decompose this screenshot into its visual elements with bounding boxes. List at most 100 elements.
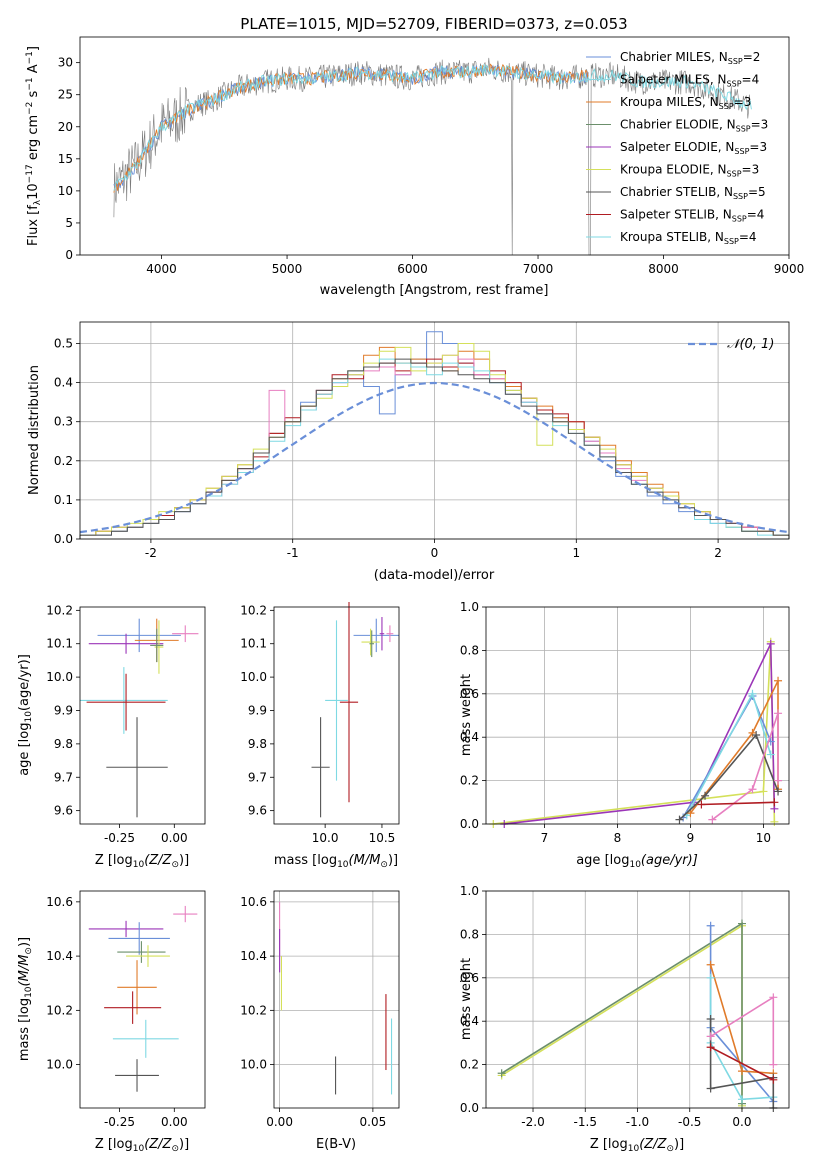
x-tick-label: 7 <box>541 831 549 845</box>
x-tick-label: 1 <box>572 546 580 560</box>
y-tick-label: 10.2 <box>240 603 267 617</box>
age-vs-mass-panel: 10.0 10.5 9.6 9.7 9.8 9.9 10.0 10.1 10.2 mass [… <box>240 601 400 870</box>
model-spectrum-kroupa_stelib <box>113 64 752 191</box>
weight-marker-salpeter_stelib <box>770 798 779 807</box>
weight-line-chabrier_stelib <box>678 733 779 821</box>
x-tick-label: -2 <box>145 546 157 560</box>
spectrum-plot-area <box>113 57 752 256</box>
weight-marker-chabrier_elodie <box>497 1069 506 1078</box>
age-vs-mass-x-ticks: 10.0 10.5 <box>312 824 395 845</box>
age-vs-Z-plot-area <box>80 618 199 818</box>
massweight-vs-Z-x-label: Z [log10(Z/Z⊙)] <box>590 1137 684 1154</box>
y-tick-label: 10.0 <box>240 1058 267 1072</box>
x-tick-label: 8 <box>614 831 622 845</box>
weight-marker-pink <box>769 993 778 1002</box>
x-tick-label: 0.05 <box>360 1115 387 1129</box>
y-tick-label: 10.6 <box>46 895 73 909</box>
x-tick-label: 9 <box>687 831 695 845</box>
y-tick-label: 9.8 <box>248 737 267 751</box>
massweight-vs-Z-plot-area <box>497 919 778 1112</box>
weight-marker-kroupa_miles <box>737 1067 746 1076</box>
weight-marker-chabrier_stelib <box>675 815 684 824</box>
weight-marker-chabrier_stelib <box>706 1015 715 1024</box>
y-tick-label: 10.0 <box>240 670 267 684</box>
weight-line-kroupa_stelib <box>709 977 774 1101</box>
x-tick-label: 0.00 <box>266 1115 293 1129</box>
residuals-y-label: Normed distribution <box>27 365 42 495</box>
mass-vs-Z-axes-frame <box>79 890 206 1109</box>
x-tick-label: 0.00 <box>161 1115 188 1129</box>
y-tick-label: 0.4 <box>460 730 479 744</box>
spectrum-legend: Chabrier MILES, NSSP=2 Salpeter MILES, NS… <box>586 50 768 246</box>
massweight-vs-Z-y-label: mass weight <box>459 958 474 1040</box>
x-tick-label: 6000 <box>397 262 428 276</box>
y-tick-label: 10.2 <box>240 1003 267 1017</box>
age-vs-mass-y-ticks: 9.6 9.7 9.8 9.9 10.0 10.1 10.2 <box>240 603 274 818</box>
y-tick-label: 10.0 <box>46 670 73 684</box>
y-tick-label: 10.4 <box>46 949 73 963</box>
massweight-vs-Z-panel: -2.0 -1.5 -1.0 -0.5 0.0 0.0 0.2 0.4 0.6 0.8 1.0 Z… <box>459 884 790 1154</box>
histogram-step-chabrier_stelib <box>79 358 790 539</box>
y-tick-label: 9.8 <box>54 737 73 751</box>
mass-vs-Z-x-label: Z [log10(Z/Z⊙)] <box>95 1137 189 1154</box>
massweight-vs-Z-x-ticks: -2.0 -1.5 -1.0 -0.5 0.0 <box>521 1108 752 1129</box>
weight-marker-chabrier_stelib <box>706 1084 715 1093</box>
age-vs-mass-axes-frame <box>273 606 400 825</box>
x-tick-label: 10 <box>756 831 771 845</box>
massweight-vs-age-y-label: mass weight <box>459 674 474 756</box>
weight-marker-pink <box>769 1060 778 1069</box>
massweight-vs-age-panel: 7 8 9 10 0.0 0.2 0.4 0.6 0.8 1.0 age [log10(age/… <box>459 600 790 870</box>
y-tick-label: 10.1 <box>240 637 267 651</box>
spectrum-x-label: wavelength [Angstrom, rest frame] <box>320 283 549 298</box>
weight-marker-kroupa_stelib <box>737 1095 746 1104</box>
y-tick-label: 9.9 <box>248 703 267 717</box>
weight-marker-kroupa_elodie <box>770 817 779 826</box>
weight-marker-salpeter_stelib <box>706 1043 715 1052</box>
legend-label-kroupa_stelib: Kroupa STELIB, NSSP=4 <box>620 230 757 246</box>
y-tick-label: 0.4 <box>54 376 73 390</box>
spectrum-axes-frame <box>79 36 790 256</box>
weight-marker-pink <box>774 709 783 718</box>
residuals-grid <box>80 322 789 540</box>
y-tick-label: 0.2 <box>460 774 479 788</box>
weight-line-salpeter_stelib <box>710 1046 774 1081</box>
weight-marker-kroupa_stelib <box>706 973 715 982</box>
weight-line-chabrier_elodie <box>501 922 743 1104</box>
residuals-panel: -2 -1 0 1 2 0.0 0.1 0.2 0.3 0.4 0.5 (data-model)/… <box>27 321 790 583</box>
mass-vs-EBV-grid <box>274 891 399 1108</box>
mass-vs-EBV-y-ticks: 10.0 10.2 10.4 10.6 <box>240 895 274 1072</box>
normal-curve-legend-label: 𝒩(0, 1) <box>727 337 774 352</box>
y-tick-label: 10.2 <box>46 1003 73 1017</box>
mass-vs-Z-panel: -0.25 0.00 10.0 10.2 10.4 10.6 Z [log10(Z/Z⊙… <box>17 890 206 1154</box>
x-tick-label: 0.0 <box>732 1115 751 1129</box>
mass-vs-Z-x-ticks: -0.25 0.00 <box>104 1108 188 1129</box>
y-tick-label: 10 <box>58 184 73 198</box>
model-spectrum-kroupa_miles <box>113 63 589 193</box>
age-vs-mass-plot-area <box>311 601 399 818</box>
spectrum-panel: 4000 5000 6000 7000 8000 9000 0 5 10 15 20 25 30 wa… <box>25 36 804 298</box>
legend-label-salpeter_elodie: Salpeter ELODIE, NSSP=3 <box>620 140 767 156</box>
weight-marker-pink <box>748 785 757 794</box>
massweight-vs-age-axes-frame <box>485 606 790 825</box>
legend-label-salpeter_stelib: Salpeter STELIB, NSSP=4 <box>620 208 764 224</box>
massweight-vs-age-x-label: age [log10(age/yr)] <box>576 853 698 870</box>
mass-vs-Z-y-label: mass [log10(M/M⊙)] <box>17 937 34 1061</box>
mass-vs-EBV-x-ticks: 0.00 0.05 <box>266 1108 386 1129</box>
y-tick-label: 0.0 <box>54 532 73 546</box>
y-tick-label: 30 <box>58 56 73 70</box>
weight-marker-chabrier_elodie <box>737 919 746 928</box>
y-tick-label: 0.3 <box>54 415 73 429</box>
weight-marker-salpeter_elodie <box>766 639 775 648</box>
y-tick-label: 0.0 <box>460 1101 479 1115</box>
massweight-vs-age-plot-area <box>489 637 783 828</box>
x-tick-label: -2.0 <box>521 1115 544 1129</box>
y-tick-label: 9.9 <box>54 703 73 717</box>
mass-vs-Z-y-ticks: 10.0 10.2 10.4 10.6 <box>46 895 80 1072</box>
weight-marker-pink <box>706 1032 715 1041</box>
legend-label-kroupa_miles: Kroupa MILES, NSSP=3 <box>620 95 751 111</box>
x-tick-label: 10.0 <box>312 831 339 845</box>
weight-marker-chabrier_stelib <box>774 787 783 796</box>
legend-label-chabrier_miles: Chabrier MILES, NSSP=2 <box>620 50 760 66</box>
mass-vs-EBV-plot-area <box>279 901 393 1095</box>
